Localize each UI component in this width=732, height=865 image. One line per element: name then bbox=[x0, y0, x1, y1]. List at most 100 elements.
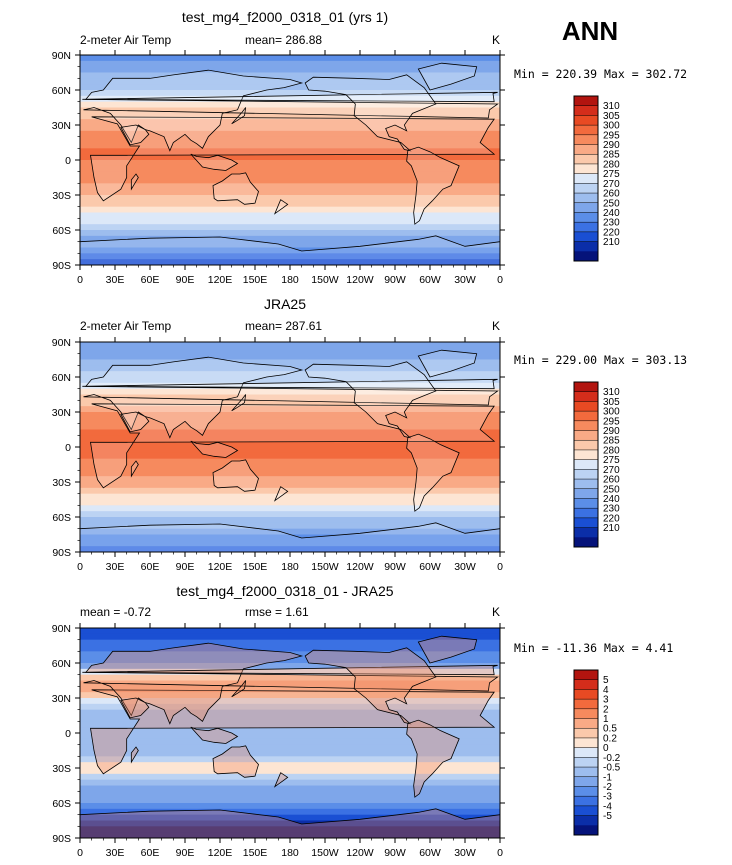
contour-band bbox=[80, 826, 500, 833]
units-label: K bbox=[492, 319, 500, 333]
contour-band bbox=[80, 382, 500, 390]
colorbar-swatch bbox=[574, 776, 598, 787]
x-tick-label: 150W bbox=[311, 847, 339, 859]
contour-band bbox=[80, 429, 500, 436]
y-tick-label: 0 bbox=[65, 155, 71, 167]
x-tick-label: 150W bbox=[311, 274, 339, 286]
colorbar-swatch bbox=[574, 718, 598, 729]
colorbar-label: 280 bbox=[603, 159, 620, 170]
colorbar-label: -3 bbox=[603, 792, 612, 803]
colorbar-swatch bbox=[574, 449, 598, 460]
contour-band bbox=[80, 651, 500, 658]
contour-band bbox=[80, 177, 500, 184]
x-tick-label: 30W bbox=[454, 847, 476, 859]
colorbar-label: 220 bbox=[603, 227, 620, 238]
colorbar-label: -0.5 bbox=[603, 763, 621, 774]
contour-band bbox=[80, 359, 500, 366]
colorbar-frame bbox=[573, 381, 599, 548]
y-tick-label: 30S bbox=[52, 763, 71, 775]
colorbar-label: 285 bbox=[603, 436, 620, 447]
contour-band bbox=[80, 633, 500, 641]
y-tick-label: 60S bbox=[52, 798, 71, 810]
contour-band bbox=[80, 721, 500, 728]
y-tick-label: 90N bbox=[52, 50, 71, 62]
contour-band bbox=[80, 406, 500, 413]
contour-band bbox=[80, 423, 500, 430]
x-tick-label: 30E bbox=[106, 561, 125, 573]
contour-band bbox=[80, 803, 500, 810]
colorbar-swatch bbox=[574, 105, 598, 116]
colorbar-swatch bbox=[574, 163, 598, 174]
x-tick-label: 0 bbox=[77, 274, 83, 286]
x-tick-label: 120E bbox=[208, 847, 233, 859]
panel-title: test_mg4_f2000_0318_01 (yrs 1) bbox=[182, 9, 388, 25]
x-tick-label: 90E bbox=[176, 274, 195, 286]
colorbar-swatch bbox=[574, 241, 598, 252]
x-tick-label: 90E bbox=[176, 847, 195, 859]
continent-outline bbox=[231, 394, 247, 412]
contour-band bbox=[80, 657, 500, 664]
contour-band bbox=[80, 171, 500, 178]
colorbar-swatch bbox=[574, 815, 598, 826]
contour-band bbox=[80, 119, 500, 126]
colorbar-label: 0 bbox=[603, 743, 609, 754]
contour-band bbox=[80, 189, 500, 196]
continent-outline bbox=[406, 719, 460, 798]
x-tick-label: 0 bbox=[497, 561, 503, 573]
colorbar-swatch bbox=[574, 459, 598, 470]
colorbar-swatch bbox=[574, 728, 598, 739]
x-tick-label: 0 bbox=[497, 847, 503, 859]
colorbar-label: -0.2 bbox=[603, 753, 621, 764]
colorbar-label: 290 bbox=[603, 140, 620, 151]
contour-band bbox=[80, 832, 500, 838]
colorbar-swatch bbox=[574, 737, 598, 748]
continent-outline bbox=[273, 199, 289, 215]
contour-band bbox=[80, 447, 500, 454]
x-tick-label: 60E bbox=[141, 561, 160, 573]
x-tick-label: 150E bbox=[243, 561, 268, 573]
contour-band bbox=[80, 674, 500, 681]
contour-band bbox=[80, 200, 500, 208]
colorbar-swatch bbox=[574, 757, 598, 768]
colorbar-label: 210 bbox=[603, 523, 620, 534]
colorbar-label: 310 bbox=[603, 387, 620, 398]
x-tick-label: 0 bbox=[77, 847, 83, 859]
colorbar-swatch bbox=[574, 767, 598, 778]
contour-band bbox=[80, 136, 500, 143]
contour-band bbox=[80, 546, 500, 552]
contour-band bbox=[80, 756, 500, 763]
x-tick-label: 60E bbox=[141, 274, 160, 286]
colorbar-swatch bbox=[574, 202, 598, 213]
continent-outline bbox=[231, 107, 247, 125]
contour-band bbox=[80, 808, 500, 816]
min-max-label: Min = 220.39 Max = 302.72 bbox=[514, 67, 687, 81]
colorbar-label: 280 bbox=[603, 445, 620, 456]
y-tick-label: 0 bbox=[65, 442, 71, 454]
contour-band bbox=[80, 55, 500, 62]
contour-band bbox=[80, 482, 500, 489]
colorbar-swatch bbox=[574, 430, 598, 441]
colorbar-label: 3 bbox=[603, 695, 609, 706]
contour-band bbox=[80, 206, 500, 213]
panel-left-label: 2-meter Air Temp bbox=[80, 33, 171, 47]
contour-band bbox=[80, 487, 500, 495]
colorbar-swatch bbox=[574, 96, 598, 107]
colorbar-label: -2 bbox=[603, 782, 612, 793]
colorbar-label: 240 bbox=[603, 494, 620, 505]
x-tick-label: 150W bbox=[311, 561, 339, 573]
colorbar-swatch bbox=[574, 212, 598, 223]
colorbar-swatch bbox=[574, 488, 598, 499]
x-tick-label: 120W bbox=[346, 847, 374, 859]
colorbar-swatch bbox=[574, 144, 598, 155]
continent-outline bbox=[273, 486, 289, 502]
x-tick-label: 60W bbox=[419, 274, 441, 286]
contour-band bbox=[80, 750, 500, 757]
colorbar-swatch bbox=[574, 479, 598, 490]
colorbar-label: 260 bbox=[603, 475, 620, 486]
contour-band bbox=[80, 540, 500, 547]
contour-band bbox=[80, 165, 500, 173]
colorbar-label: 250 bbox=[603, 484, 620, 495]
colorbar-swatch bbox=[574, 708, 598, 719]
contour-band bbox=[80, 703, 500, 711]
